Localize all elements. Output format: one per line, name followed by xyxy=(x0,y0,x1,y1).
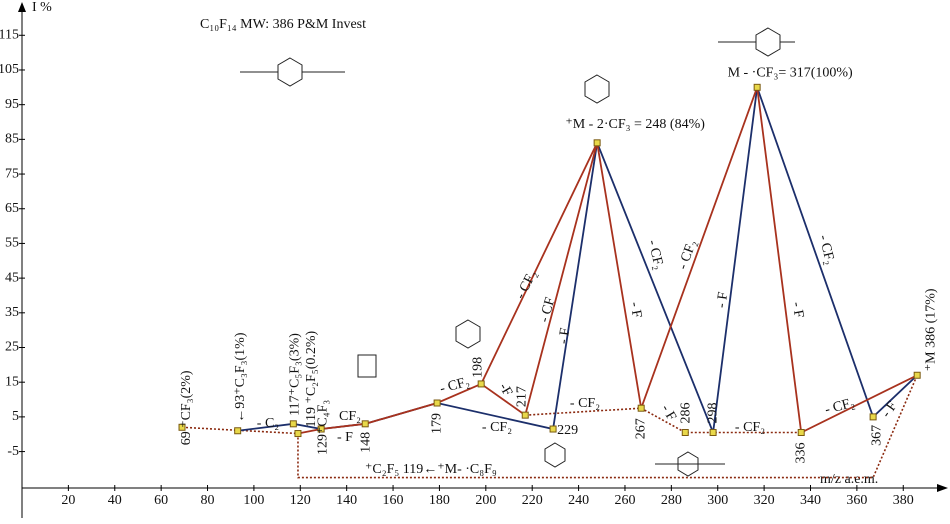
peak-point xyxy=(681,428,689,436)
y-tick-label: 115 xyxy=(0,28,19,43)
y-axis-label: I % xyxy=(32,0,52,15)
x-tick-label: 180 xyxy=(429,493,450,508)
x-tick-label: 220 xyxy=(522,493,543,508)
loss-label: - F xyxy=(789,301,807,320)
peak-label: ⁺M - 2·CF₃ = 248 (84%) xyxy=(565,117,705,132)
loss-label: - CF₂ xyxy=(815,233,837,266)
peak-point xyxy=(913,371,921,379)
peak-label: 217 xyxy=(514,386,529,407)
y-tick-label: 35 xyxy=(5,305,19,320)
y-tick-label: 45 xyxy=(5,270,19,285)
peak-label: 298 xyxy=(705,402,720,423)
y-tick-label: 65 xyxy=(5,201,19,216)
peak-label: ←93⁺C₃F₃(1%) xyxy=(233,332,248,423)
x-tick-label: 20 xyxy=(61,493,75,508)
x-tick-label: 120 xyxy=(290,493,311,508)
peak-label: 179 xyxy=(429,413,444,434)
peak-point xyxy=(593,139,601,147)
loss-label: - F xyxy=(556,327,573,345)
x-tick-label: 140 xyxy=(336,493,357,508)
x-tick-label: 320 xyxy=(754,493,775,508)
x-tick-label: 380 xyxy=(893,493,914,508)
peak-point xyxy=(637,404,645,412)
x-tick-label: 360 xyxy=(846,493,867,508)
peak-point xyxy=(869,413,877,421)
peak-point xyxy=(294,430,302,438)
loss-label: - C₂ xyxy=(257,416,280,431)
molecule-sketches xyxy=(240,27,795,477)
x-tick-label: 240 xyxy=(568,493,589,508)
peak-label: 69 ⁺CF₃(2%) xyxy=(179,370,194,445)
peak-label: 198 xyxy=(470,357,485,378)
fragment-line xyxy=(525,407,802,434)
loss-label: - F xyxy=(627,301,645,320)
x-axis-label: m/z a.e.m. xyxy=(820,472,878,487)
peak-label: ⁺M 386 (17%) xyxy=(923,288,938,371)
y-tick-label: 25 xyxy=(5,340,19,355)
fragment-line xyxy=(181,426,299,435)
x-tick-label: 280 xyxy=(661,493,682,508)
x-tick-label: 100 xyxy=(243,493,264,508)
peak-label: 117⁺C₅F₃(3%) xyxy=(288,333,303,416)
y-tick-label: 75 xyxy=(5,166,19,181)
peak-point xyxy=(361,420,369,428)
y-tick-label: 95 xyxy=(5,97,19,112)
loss-label: CF₂ xyxy=(339,409,361,424)
loss-label: - CF₂ xyxy=(823,396,856,418)
loss-label: - CF₂ xyxy=(482,420,512,435)
peak-label: 148 xyxy=(358,432,373,453)
peak-label: 367 xyxy=(869,425,884,446)
peak-label: 119 ⁺C₂F₅(0.2%) xyxy=(304,330,319,427)
y-axis-arrow xyxy=(18,2,26,12)
loss-label: - CF₂ xyxy=(438,375,471,397)
fragment-line xyxy=(237,87,918,437)
peak-label: 129⁺C₄F₃ xyxy=(315,400,330,455)
peak-label: M - ·CF₃= 317(100%) xyxy=(728,66,853,81)
peak-point xyxy=(753,83,761,91)
peak-point xyxy=(317,425,325,433)
loss-label: - F xyxy=(714,291,731,309)
peak-point xyxy=(289,420,297,428)
x-axis-arrow xyxy=(937,484,948,492)
x-tick-label: 260 xyxy=(614,493,635,508)
peak-point xyxy=(178,423,186,431)
x-tick-label: 160 xyxy=(383,493,404,508)
loss-label: - F xyxy=(658,402,679,423)
peak-point xyxy=(477,380,485,388)
y-tick-label: -5 xyxy=(7,444,19,459)
chart-title: C₁₀F₁₄ MW: 386 P&M Invest xyxy=(200,17,366,32)
y-tick-label: 15 xyxy=(5,374,19,389)
loss-label: ⁺C₂F₅ 119←⁺M- ·C₈F₉ xyxy=(365,462,497,477)
y-tick-label: 55 xyxy=(5,236,19,251)
x-tick-label: 40 xyxy=(108,493,122,508)
loss-label: - CF₂ xyxy=(513,268,540,302)
peak-point xyxy=(521,411,529,419)
loss-label: - CF₂ xyxy=(735,420,765,435)
x-tick-label: 340 xyxy=(800,493,821,508)
y-tick-label: 5 xyxy=(12,409,19,424)
loss-label: - CF₂ xyxy=(644,238,666,271)
loss-label: - F xyxy=(879,399,901,421)
x-tick-label: 60 xyxy=(154,493,168,508)
peak-point xyxy=(433,399,441,407)
y-tick-label: 105 xyxy=(0,62,19,77)
x-tick-label: 200 xyxy=(475,493,496,508)
fragment-line xyxy=(297,87,918,435)
peak-label: 336 xyxy=(793,442,808,463)
peak-label: 229 xyxy=(557,423,578,438)
peak-label: 267 xyxy=(633,418,648,439)
peak-point xyxy=(549,425,557,433)
peak-point xyxy=(797,428,805,436)
x-tick-label: 300 xyxy=(707,493,728,508)
peak-label: 286 xyxy=(678,402,693,423)
peak-point xyxy=(709,428,717,436)
y-tick-label: 85 xyxy=(5,132,19,147)
fragment-line xyxy=(480,142,599,417)
loss-label: - CF₂ xyxy=(570,396,600,411)
loss-label: - CF xyxy=(537,296,558,325)
x-tick-label: 80 xyxy=(201,493,215,508)
loss-label: - F xyxy=(337,430,353,445)
peak-point xyxy=(234,427,242,435)
